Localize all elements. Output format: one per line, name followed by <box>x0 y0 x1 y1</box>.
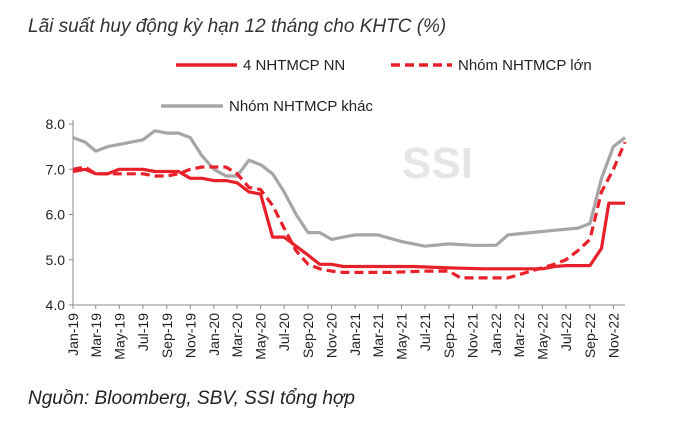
x-tick-label: Jan-22 <box>488 313 504 356</box>
chart-title: Lãi suất huy động kỳ hạn 12 tháng cho KH… <box>28 16 447 37</box>
y-axis: 4.0 5.0 6.0 7.0 8.0 <box>46 116 74 313</box>
x-tick-label: Sep-20 <box>300 313 316 358</box>
x-tick-label: Jul-22 <box>558 313 574 351</box>
x-tick-label: Jan-19 <box>65 313 81 356</box>
x-tick-label: Sep-19 <box>159 313 175 358</box>
x-tick-label: Jul-21 <box>417 313 433 351</box>
y-tick-label: 6.0 <box>46 207 66 223</box>
y-tick-label: 7.0 <box>46 161 66 177</box>
legend-label-0: 4 NHTMCP NN <box>243 57 345 74</box>
series-lines <box>72 129 627 280</box>
source-note: Nguồn: Bloomberg, SBV, SSI tổng hợp <box>28 388 355 409</box>
y-tick-label: 8.0 <box>46 116 66 132</box>
x-tick-label: Sep-22 <box>582 313 598 358</box>
y-tick-label: 4.0 <box>46 297 66 313</box>
watermark: SSI <box>402 139 473 188</box>
x-tick-label: Mar-20 <box>229 313 245 358</box>
x-tick-label: May-22 <box>534 313 550 360</box>
x-tick-label: Sep-21 <box>441 313 457 358</box>
x-tick-label: Nov-22 <box>605 313 621 358</box>
x-tick-label: May-19 <box>111 313 127 360</box>
x-axis: Jan-19 Mar-19 May-19 Jul-19 Sep-19 Nov-19 Jan-… <box>65 304 625 360</box>
x-tick-label: Jan-20 <box>206 313 222 356</box>
x-tick-label: Jul-19 <box>135 313 151 351</box>
x-tick-label: May-21 <box>393 313 409 360</box>
y-tick-label: 5.0 <box>46 252 66 268</box>
x-tick-label: Nov-21 <box>465 313 481 358</box>
x-tick-label: Mar-22 <box>511 313 527 358</box>
x-tick-label: Mar-21 <box>370 313 386 358</box>
x-tick-label: May-20 <box>253 313 269 360</box>
x-tick-label: Mar-19 <box>88 313 104 358</box>
series-line-1 <box>72 141 627 280</box>
series-line-2 <box>72 129 626 248</box>
x-tick-label: Nov-19 <box>182 313 198 358</box>
legend-label-1: Nhóm NHTMCP lớn <box>458 57 592 74</box>
series-line-0 <box>72 167 625 271</box>
x-tick-label: Nov-20 <box>324 313 340 358</box>
x-tick-label: Jan-21 <box>347 313 363 356</box>
legend-label-2: Nhóm NHTMCP khác <box>229 98 373 115</box>
x-tick-label: Jul-20 <box>276 313 292 351</box>
legend: 4 NHTMCP NN Nhóm NHTMCP lớn Nhóm NHTMCP kh… <box>161 57 592 115</box>
